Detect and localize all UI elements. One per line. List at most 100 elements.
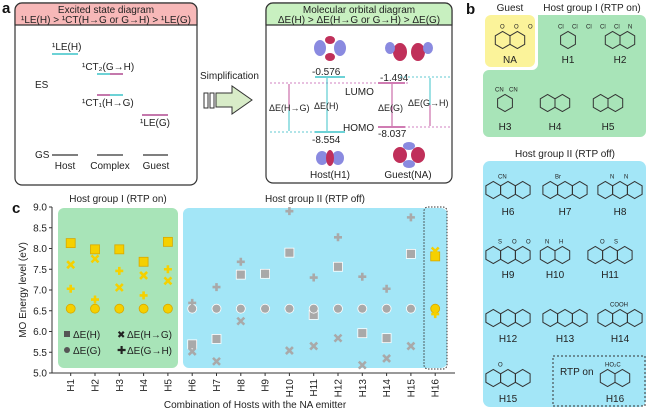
x-tick-label: H9 [261, 379, 272, 392]
x-tick-label: H16 [431, 379, 442, 398]
molecule-h15: O H15 [485, 363, 531, 405]
data-point-plus [309, 273, 318, 282]
x-tick-label: H11 [309, 379, 320, 397]
data-point-circle [308, 303, 319, 314]
molecule-label: H5 [602, 122, 615, 133]
x-tick-label: H1 [66, 379, 77, 392]
data-point-x [406, 341, 416, 351]
lumo-label: LUMO [345, 87, 374, 98]
data-point-x [114, 283, 124, 292]
molecule-label: H11 [601, 270, 619, 281]
y-tick-label: 9.0 [33, 203, 47, 214]
x-tick-label: H7 [212, 379, 223, 392]
molecule-na: O O O NA [494, 25, 533, 66]
data-point-x [430, 246, 440, 256]
group1-label: Host group I (RTP on) [69, 194, 166, 205]
molecule-label: H6 [502, 207, 515, 218]
svg-text:O: O [528, 25, 533, 31]
data-point-x [90, 254, 100, 264]
host-lumo-value: -0.576 [312, 67, 341, 78]
data-point-circle [333, 303, 343, 314]
data-point-circle [381, 303, 392, 314]
data-point-square [114, 244, 125, 255]
data-point-x [382, 354, 392, 363]
state-le-g: ¹LE(G) [140, 118, 170, 129]
data-point-square [90, 244, 100, 255]
h16-highlight [423, 206, 448, 370]
svg-text:O: O [512, 240, 517, 246]
svg-text:✖: ✖ [117, 330, 125, 341]
svg-text:CN: CN [498, 175, 507, 181]
guest-lumo-value: -1.494 [380, 73, 409, 84]
panel-c-chart: Host group I (RTP on) Host group II (RTP… [18, 194, 455, 411]
data-point-x [333, 333, 343, 343]
molecule-label: NA [503, 55, 517, 66]
col-guest: Guest [143, 161, 170, 172]
svg-text:N: N [545, 240, 549, 246]
molecule-label: H8 [614, 207, 627, 218]
host-lumo-orbital [314, 36, 346, 61]
data-point-square [381, 333, 392, 344]
panel-label-a: a [2, 0, 11, 17]
data-point-x [357, 360, 367, 370]
molecule-h10: N H H10 [539, 240, 571, 281]
data-point-square [162, 236, 173, 247]
group2-title: Host group II (RTP off) [515, 149, 615, 160]
x-tick-label: H6 [188, 379, 199, 392]
excited-state-box: Excited state diagram ¹LE(H) > ¹CT(H→G o… [14, 2, 198, 186]
molecule-label: H2 [614, 55, 627, 66]
x-tick-label: H2 [91, 379, 102, 392]
svg-text:COOH: COOH [610, 303, 628, 309]
y-tick-label: 7.0 [33, 286, 47, 297]
y-tick-label: 6.0 [33, 327, 47, 338]
orbital-subtitle: ΔE(H) > ΔE(H→G or G→H) > ΔE(G) [278, 15, 440, 26]
molecule-h5: H5 [592, 93, 624, 133]
molecule-h7: Br H7 [542, 175, 588, 218]
svg-text:O: O [498, 363, 503, 369]
svg-text:HO₂C: HO₂C [605, 363, 621, 369]
data-point-square [235, 269, 246, 280]
data-point-x [309, 341, 319, 351]
data-point-square [211, 334, 222, 344]
guest-molecule-label: Guest(NA) [384, 170, 431, 181]
molecule-label: H14 [611, 334, 630, 345]
data-point-circle [90, 303, 100, 314]
molecule-h9: S O O H9 [485, 240, 531, 281]
data-point-square [333, 261, 343, 272]
arrow-label: Simplification [200, 71, 259, 82]
data-point-square [138, 256, 149, 267]
y-tick-label: 5.0 [33, 369, 47, 380]
data-point-circle [65, 303, 76, 314]
state-le-h: ¹LE(H) [52, 42, 81, 53]
svg-text:Cl: Cl [600, 25, 606, 31]
panel-a: Excited state diagram ¹LE(H) > ¹CT(H→G o… [14, 2, 453, 186]
data-point-x [212, 356, 221, 366]
data-point-plus [188, 298, 197, 307]
svg-text:S: S [498, 240, 502, 246]
x-tick-label: H3 [115, 379, 126, 392]
data-point-plus [406, 213, 415, 222]
data-point-circle [114, 303, 125, 314]
svg-text:O: O [600, 240, 605, 246]
col-complex: Complex [90, 161, 129, 172]
data-point-x [66, 260, 76, 270]
homo-label: HOMO [343, 123, 374, 134]
x-tick-label: H4 [139, 379, 150, 392]
molecule-h13: H13 [542, 308, 588, 345]
data-point-circle [357, 303, 368, 314]
data-point-plus [115, 266, 124, 275]
svg-text:✚: ✚ [117, 345, 126, 357]
group2-bg [483, 161, 646, 407]
x-tick-label: H8 [236, 379, 247, 392]
svg-text:N: N [628, 25, 632, 31]
simplification-arrow: Simplification [200, 71, 259, 115]
data-point-square [284, 247, 295, 258]
y-axis-label: MO Energy level (eV) [18, 242, 29, 338]
molecule-h8: N N H8 [597, 175, 643, 218]
data-point-square [187, 339, 198, 350]
orbital-title: Molecular orbital diagram [303, 5, 415, 16]
guest-title: Guest [497, 3, 524, 14]
data-point-circle [235, 303, 246, 314]
y-tick-label: 7.5 [33, 265, 47, 276]
